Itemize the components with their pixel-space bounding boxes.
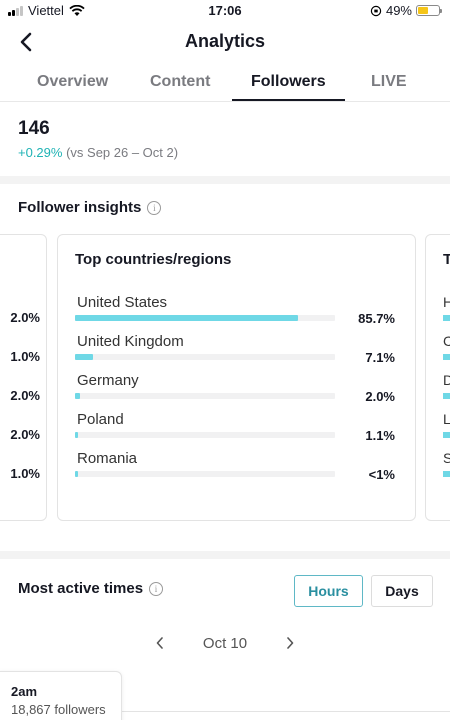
info-icon[interactable]: i [147,200,162,215]
tooltip-time: 2am [11,684,38,699]
region-pct: <1% [368,467,395,482]
orientation-lock-icon [370,5,382,16]
next-card-row-label: C [443,333,450,349]
follower-insights-heading: Follower insights i [18,199,162,216]
active-tab-indicator [232,99,345,101]
region-name: Romania [77,450,138,467]
chevron-left-icon [20,32,32,52]
next-card-row-label: L [443,411,450,427]
chart-baseline [120,711,450,712]
next-card-bar [443,315,450,321]
left-card-pct: 1.0% [10,466,40,481]
region-bar-track [75,432,335,438]
page-title: Analytics [184,31,266,51]
region-name: Poland [77,411,124,428]
chart-tooltip: 2am 18,867 followers [0,671,122,720]
status-left: Viettel [8,3,85,18]
battery-icon [416,5,442,16]
region-bar-track [75,315,335,321]
tab-live[interactable]: LIVE [371,73,407,90]
clock: 17:06 [208,3,242,18]
next-card-bar [443,432,450,438]
status-right: 49% [370,3,442,18]
follower-insights-title: Follower insights [18,199,142,216]
followers-count: 146 [18,118,50,139]
most-active-times-title: Most active times [18,580,144,597]
region-pct: 2.0% [365,389,395,404]
battery-percent: 49% [385,3,412,18]
top-regions-card[interactable]: Top countries/regions United States 85.7… [57,234,416,521]
left-card-pct: 2.0% [10,310,40,325]
insight-card-previous[interactable]: 2.0% 1.0% 2.0% 2.0% 1.0% [0,234,47,521]
next-card-row-label: H [443,294,450,310]
region-bar-fill [75,354,94,360]
carrier-name: Viettel [28,3,64,18]
left-card-pct: 1.0% [10,349,40,364]
top-regions-title: Top countries/regions [75,251,232,268]
chevron-right-icon [287,637,294,649]
next-card-title: T [443,251,450,268]
date-navigator: Oct 10 [0,633,450,653]
region-bar-track [75,354,335,360]
wifi-icon [69,4,85,16]
section-divider [0,551,450,559]
date-label: Oct 10 [202,635,248,652]
followers-change-pct: +0.29% [18,145,63,160]
analytics-tabs: Overview Content Followers LIVE [0,62,450,102]
previous-date-button[interactable] [152,634,168,652]
status-bar: Viettel 17:06 49% [0,0,450,22]
cell-signal-icon [8,5,23,16]
region-bar-fill [75,432,79,438]
region-bar-fill [75,471,79,477]
tooltip-value: 18,867 followers [11,702,106,717]
battery-level-fill [418,7,428,14]
days-toggle-button[interactable]: Days [371,575,433,607]
tab-followers[interactable]: Followers [251,73,326,90]
left-card-pct: 2.0% [10,388,40,403]
region-name: United States [77,294,168,311]
region-name: United Kingdom [77,333,184,350]
region-bar-fill [75,315,298,321]
region-pct: 85.7% [358,311,395,326]
next-card-row-label: D [443,372,450,388]
region-bar-track [75,471,335,477]
app-header: Analytics [0,22,450,62]
followers-change-period: (vs Sep 26 – Oct 2) [66,145,179,160]
chevron-left-icon [156,637,163,649]
insight-card-next[interactable]: T H C D L S [425,234,450,521]
region-bar-track [75,393,335,399]
region-bar-fill [75,393,81,399]
info-icon[interactable]: i [149,581,164,596]
left-card-pct: 2.0% [10,427,40,442]
region-name: Germany [77,372,139,389]
back-button[interactable] [12,28,40,56]
hours-toggle-button[interactable]: Hours [294,575,363,607]
next-date-button[interactable] [282,634,298,652]
followers-change: +0.29% (vs Sep 26 – Oct 2) [18,145,178,160]
next-card-bar [443,393,450,399]
region-pct: 1.1% [365,428,395,443]
next-card-bar [443,471,450,477]
tab-content[interactable]: Content [150,73,211,90]
section-divider [0,176,450,184]
next-card-bar [443,354,450,360]
most-active-times-heading: Most active times i [18,580,164,597]
tab-overview[interactable]: Overview [37,73,109,90]
region-pct: 7.1% [365,350,395,365]
next-card-row-label: S [443,450,450,466]
